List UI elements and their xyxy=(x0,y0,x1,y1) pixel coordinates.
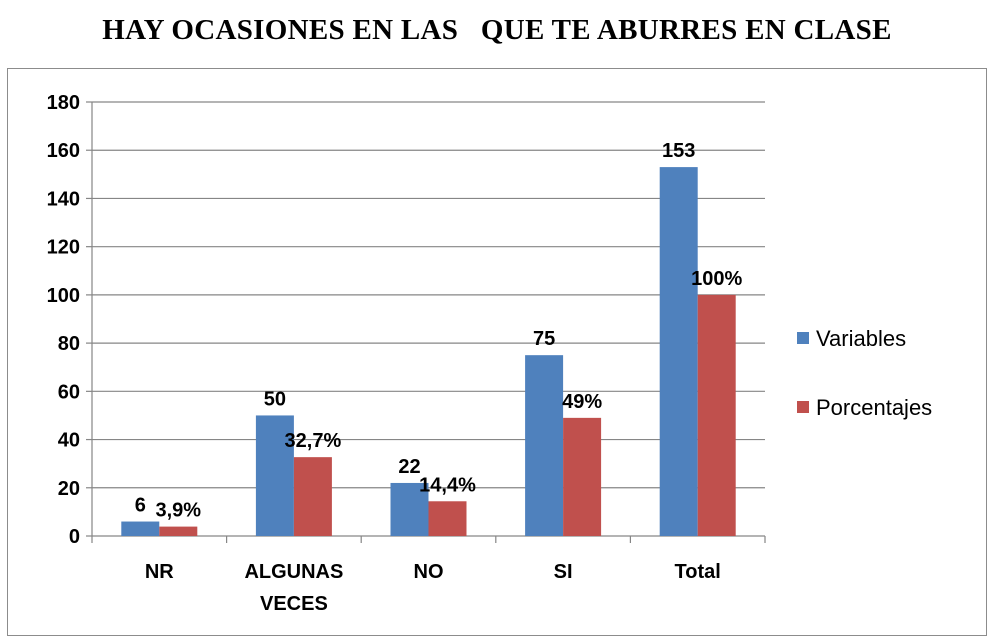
bar-porcentajes xyxy=(293,457,332,536)
data-label: 153 xyxy=(662,140,695,162)
data-label: 50 xyxy=(264,388,286,410)
bar-variables xyxy=(659,167,698,536)
data-label: 32,7% xyxy=(285,430,342,452)
data-label: 49% xyxy=(562,391,602,413)
y-tick-label: 20 xyxy=(58,478,80,500)
chart-frame xyxy=(7,68,987,636)
x-category-label: NR xyxy=(145,561,174,583)
bars xyxy=(121,167,736,536)
y-tick-label: 60 xyxy=(58,381,80,403)
legend-swatch xyxy=(797,332,809,344)
x-category-label: VECES xyxy=(260,593,328,615)
bar-variables xyxy=(255,415,294,536)
axes: 0 20 40 60 80 100 120 140 160 180 NR ALGUNAS VECES NO… xyxy=(47,92,766,615)
data-label: 75 xyxy=(533,328,555,350)
y-tick-label: 40 xyxy=(58,430,80,452)
bar-variables xyxy=(121,521,160,536)
y-tick-label: 80 xyxy=(58,333,80,355)
x-category-label: NO xyxy=(414,561,444,583)
bar-porcentajes xyxy=(428,501,467,536)
legend: Variables Porcentajes xyxy=(797,326,932,420)
y-tick-label: 0 xyxy=(69,526,80,548)
data-label: 22 xyxy=(398,456,420,478)
x-category-label: ALGUNAS xyxy=(244,561,343,583)
y-tick-label: 140 xyxy=(47,188,80,210)
y-tick-label: 120 xyxy=(47,237,80,259)
data-label: 14,4% xyxy=(419,474,476,496)
bar-porcentajes xyxy=(563,417,602,536)
x-category-label: Total xyxy=(675,561,721,583)
legend-label: Variables xyxy=(816,326,906,351)
chart-title: HAY OCASIONES EN LAS QUE TE ABURRES EN C… xyxy=(102,14,892,46)
legend-label: Porcentajes xyxy=(816,395,932,420)
bar-porcentajes xyxy=(159,526,198,536)
y-tick-label: 160 xyxy=(47,140,80,162)
bar-variables xyxy=(390,482,429,536)
bar-porcentajes xyxy=(697,294,736,536)
legend-swatch xyxy=(797,401,809,413)
data-label: 6 xyxy=(135,495,146,517)
y-tick-label: 180 xyxy=(47,92,80,114)
data-label: 100% xyxy=(691,268,742,290)
x-category-label: SI xyxy=(554,561,573,583)
y-tick-label: 100 xyxy=(47,285,80,307)
data-label: 3,9% xyxy=(156,500,202,522)
bar-variables xyxy=(525,355,564,536)
